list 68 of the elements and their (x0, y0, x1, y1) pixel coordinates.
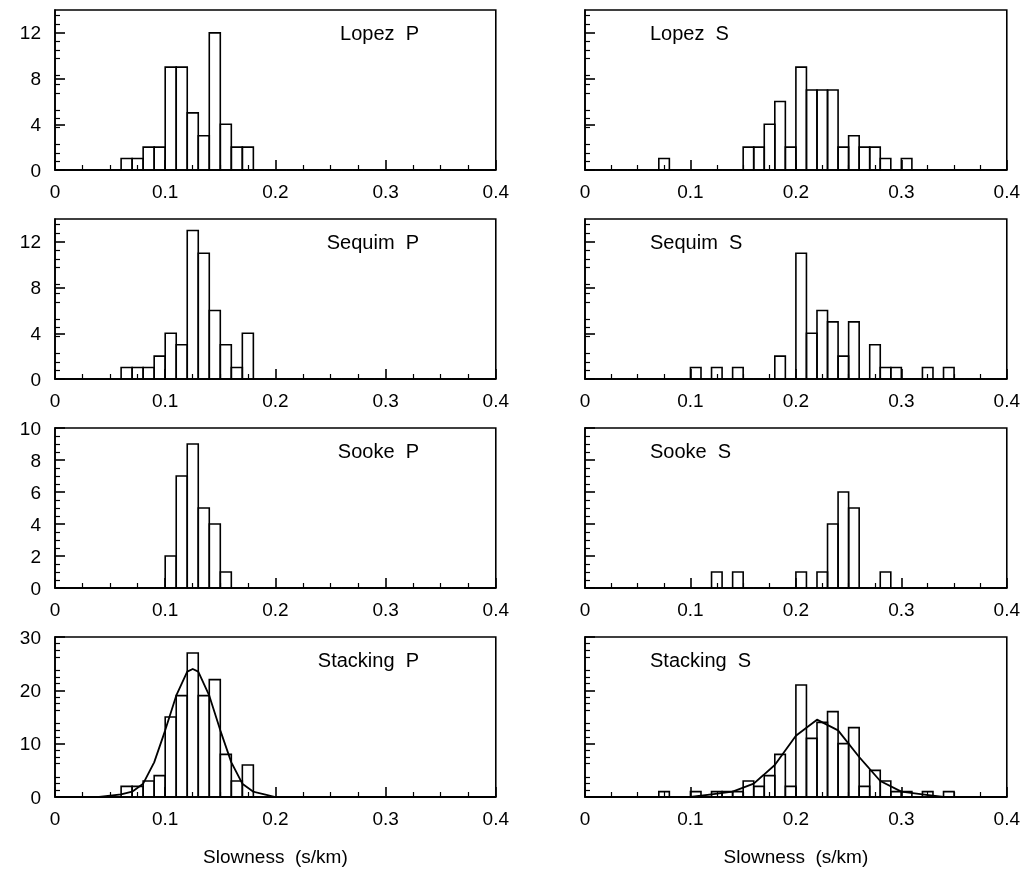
y-tick-label: 4 (30, 113, 42, 135)
x-tick-label: 0.2 (262, 181, 289, 202)
y-tick-label: 10 (19, 417, 41, 439)
text: Stacking P (317, 649, 420, 671)
y-tick-label: 8 (30, 277, 41, 299)
x-axis-title: Slowness (s/km) (723, 846, 869, 867)
text: Sooke S (650, 440, 732, 462)
x-tick-label: 0.3 (888, 808, 915, 829)
y-tick-label: 0 (30, 577, 41, 599)
x-tick-label: 0.1 (151, 808, 179, 829)
x-tick-label: 0.3 (372, 808, 399, 829)
x-axis-title: Slowness (s/km) (203, 846, 348, 867)
x-tick-label: 0 (579, 390, 591, 411)
y-tick-label: 4 (30, 513, 42, 535)
y-tick-label: 12 (19, 231, 41, 253)
x-tick-label: 0.1 (151, 599, 179, 620)
text: Lopez S (650, 22, 729, 44)
y-tick-label: 30 (19, 626, 41, 648)
x-tick-label: 0.4 (993, 390, 1021, 411)
x-tick-label: 0.2 (262, 390, 289, 411)
x-tick-label: 0 (579, 181, 591, 202)
x-tick-label: 0.1 (151, 181, 179, 202)
x-tick-label: 0 (579, 599, 591, 620)
y-tick-label: 2 (30, 545, 41, 567)
y-tick-label: 12 (19, 22, 41, 44)
y-tick-label: 4 (30, 322, 42, 344)
text: Sequim P (326, 231, 419, 253)
x-tick-label: 0.4 (993, 808, 1021, 829)
y-tick-label: 8 (30, 68, 41, 90)
x-tick-label: 0 (49, 181, 61, 202)
x-tick-label: 0.2 (262, 808, 289, 829)
y-tick-label: 20 (19, 679, 41, 701)
y-tick-label: 0 (30, 786, 41, 808)
x-tick-label: 0.2 (782, 808, 810, 829)
x-tick-label: 0.3 (372, 599, 399, 620)
x-tick-label: 0.3 (888, 181, 915, 202)
x-tick-label: 0.4 (482, 390, 510, 411)
y-tick-label: 10 (19, 733, 41, 755)
x-tick-label: 0.3 (888, 599, 915, 620)
x-tick-label: 0.2 (782, 599, 810, 620)
x-tick-label: 0.3 (372, 181, 399, 202)
text: Stacking S (650, 649, 752, 671)
x-tick-label: 0.1 (677, 181, 704, 202)
x-tick-label: 0.4 (482, 181, 510, 202)
y-tick-label: 0 (30, 159, 41, 181)
text: Sooke P (337, 440, 420, 462)
y-tick-label: 6 (30, 481, 41, 503)
x-tick-label: 0.1 (677, 599, 704, 620)
x-tick-label: 0.2 (262, 599, 289, 620)
x-tick-label: 0.4 (482, 599, 510, 620)
x-tick-label: 0.4 (482, 808, 510, 829)
y-tick-label: 0 (30, 368, 41, 390)
x-tick-label: 0 (49, 599, 61, 620)
x-tick-label: 0.1 (151, 390, 179, 411)
x-tick-label: 0.1 (677, 390, 704, 411)
text: Lopez P (340, 22, 420, 44)
x-tick-label: 0.2 (782, 181, 810, 202)
y-tick-label: 8 (30, 449, 41, 471)
x-tick-label: 0.4 (993, 181, 1021, 202)
x-tick-label: 0.1 (677, 808, 704, 829)
x-tick-label: 0 (579, 808, 591, 829)
x-tick-label: 0.2 (782, 390, 810, 411)
x-tick-label: 0 (49, 390, 61, 411)
x-tick-label: 0.3 (372, 390, 399, 411)
text: Sequim S (650, 231, 743, 253)
x-tick-label: 0.3 (888, 390, 915, 411)
x-tick-label: 0.4 (993, 599, 1021, 620)
x-tick-label: 0 (49, 808, 61, 829)
